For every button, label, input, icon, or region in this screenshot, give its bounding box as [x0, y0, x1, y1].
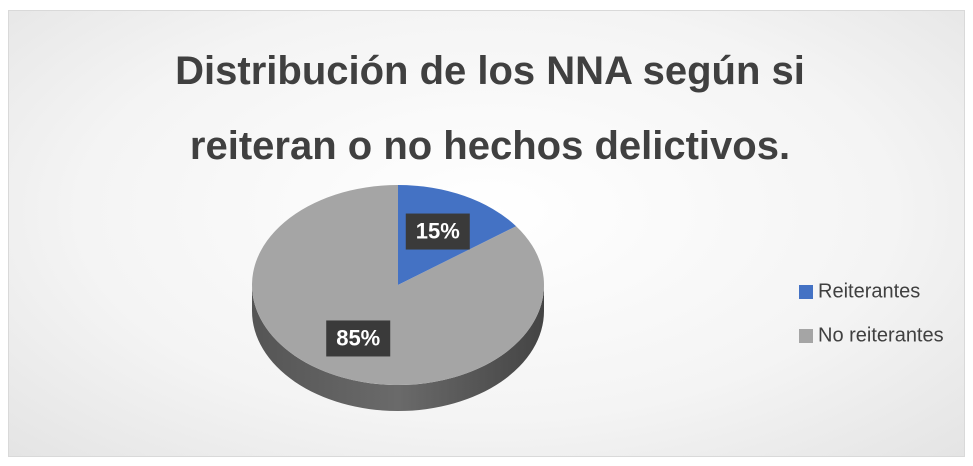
- pie-side: [252, 285, 544, 411]
- legend-label: Reiterantes: [818, 280, 920, 302]
- pie-slice: [251, 185, 544, 385]
- legend-swatch: [799, 329, 813, 343]
- legend-swatch: [799, 285, 813, 299]
- data-label: 15%: [416, 218, 460, 243]
- legend-label: No reiterantes: [818, 324, 944, 346]
- data-label: 85%: [336, 325, 380, 350]
- data-label-box: [405, 213, 470, 250]
- data-label-box: [326, 320, 391, 357]
- chart-title: Distribución de los NNA según si reitera…: [175, 49, 805, 168]
